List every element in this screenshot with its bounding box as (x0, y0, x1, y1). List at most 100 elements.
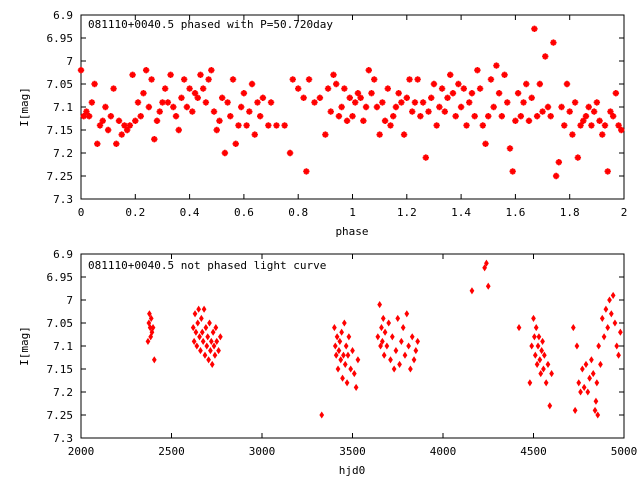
phased-data-point (281, 122, 288, 129)
phased-x-tick-label: 0.8 (288, 206, 308, 219)
phased-data-point (506, 145, 514, 152)
unphased-data-point (389, 333, 395, 341)
unphased-data-point (341, 351, 346, 359)
unphased-data-point (147, 310, 152, 318)
phased-data-point (235, 122, 242, 129)
unphased-data-point (346, 333, 352, 341)
unphased-data-point (210, 328, 216, 336)
phased-data-point (142, 67, 150, 74)
unphased-data-point (388, 356, 393, 364)
phased-data-point (349, 113, 356, 120)
unphased-y-tick-label: 6.9 (53, 248, 73, 261)
unphased-ticks: 2000 2500 3000 3500 4000 4500 5000 6.9 6.95 7 7.05… (47, 248, 638, 458)
phased-data-point (601, 122, 609, 129)
unphased-x-tick-label: 3000 (249, 445, 276, 458)
unphased-data-point (209, 360, 215, 368)
phased-x-tick-label: 0.4 (180, 206, 200, 219)
unphased-data-point (332, 342, 338, 350)
unphased-data-point (402, 351, 408, 359)
unphased-x-tick-label: 2500 (158, 445, 185, 458)
phased-data-point (303, 168, 310, 175)
unphased-data-point (583, 360, 589, 368)
unphased-data-point (377, 301, 383, 309)
phased-y-tick-label: 7.25 (47, 170, 74, 183)
phased-data-point (468, 90, 476, 97)
phased-data-point (555, 159, 563, 166)
phased-data-point (588, 122, 595, 129)
unphased-data-point (212, 351, 218, 359)
phased-x-tick-label: 0 (78, 206, 85, 219)
phased-data-point (300, 94, 307, 101)
unphased-data-point (340, 374, 345, 382)
unphased-data-point (538, 370, 544, 378)
unphased-data-point (337, 337, 343, 345)
unphased-data-point (590, 370, 596, 378)
phased-data-point (552, 172, 560, 180)
unphased-data-point (339, 328, 345, 336)
unphased-data-point (543, 379, 549, 387)
phased-data-point (216, 117, 223, 124)
unphased-data-point (408, 365, 413, 373)
unphased-data-point (196, 305, 202, 313)
unphased-data-point (204, 342, 210, 350)
phased-data-point (107, 113, 115, 120)
phased-data-point (145, 103, 153, 111)
unphased-y-tick-label: 6.95 (47, 271, 74, 284)
phased-x-tick-label: 2 (621, 206, 628, 219)
unphased-x-axis-label: hjd0 (339, 464, 366, 477)
unphased-data-point (393, 347, 399, 355)
unphased-data-point (545, 360, 551, 368)
phased-data-point (305, 76, 313, 83)
unphased-plot-title: 081110+0040.5 not phased light curve (88, 259, 326, 272)
unphased-data-point (599, 314, 605, 322)
unphased-data-point (413, 347, 419, 355)
unphased-data-point (539, 347, 545, 355)
unphased-y-axis-label: I[mag] (18, 326, 31, 366)
unphased-data-point (485, 282, 491, 290)
unphased-data-point (595, 411, 601, 419)
unphased-data-point (351, 370, 357, 378)
phased-data-point (118, 131, 125, 138)
unphased-data-point (344, 379, 350, 387)
phased-data-point (512, 117, 519, 124)
phased-x-tick-label: 1 (349, 206, 356, 219)
phased-data-point (558, 103, 565, 111)
phased-data-point (474, 67, 481, 74)
phased-data-point (134, 99, 142, 106)
unphased-data-point (145, 337, 151, 345)
phased-data-point (333, 80, 340, 88)
unphased-x-tick-label: 3500 (339, 445, 366, 458)
unphased-data-point (618, 328, 623, 336)
phased-data-point (596, 117, 603, 124)
unphased-data-point (341, 319, 347, 327)
unphased-data-point (601, 333, 607, 341)
unphased-data-point (332, 324, 337, 332)
phased-data-point (170, 103, 177, 111)
phased-ticks: 0 0.2 0.4 0.6 0.8 1 1.2 1.4 1.6 1.8 2 6.9 6.95 7 7.05 7… (47, 9, 628, 219)
phased-data-point (419, 99, 427, 106)
phased-data-point (341, 85, 348, 92)
unphased-data-point (516, 324, 522, 332)
phased-y-tick-label: 6.95 (47, 32, 74, 45)
unphased-data-point (406, 342, 411, 350)
phased-data-point (210, 108, 218, 115)
unphased-data-point (213, 324, 219, 332)
phased-data-point (533, 113, 541, 120)
phased-data-point (256, 113, 264, 120)
phased-data-point (566, 108, 573, 115)
unphased-data-point (198, 347, 203, 355)
phased-y-tick-label: 7.3 (53, 193, 73, 206)
phased-data-point (371, 76, 378, 83)
phased-data-point (563, 80, 571, 88)
phased-data-point (574, 154, 582, 161)
phased-data-point (476, 85, 484, 92)
phased-y-tick-label: 7.2 (53, 147, 73, 160)
phased-data-point (186, 85, 193, 92)
phased-data-point (357, 94, 364, 101)
phased-x-tick-label: 1.2 (397, 206, 417, 219)
phased-x-tick-label: 1.6 (505, 206, 525, 219)
phased-data-point (137, 113, 144, 120)
unphased-data-point (208, 347, 213, 355)
phased-data-point (102, 103, 109, 111)
